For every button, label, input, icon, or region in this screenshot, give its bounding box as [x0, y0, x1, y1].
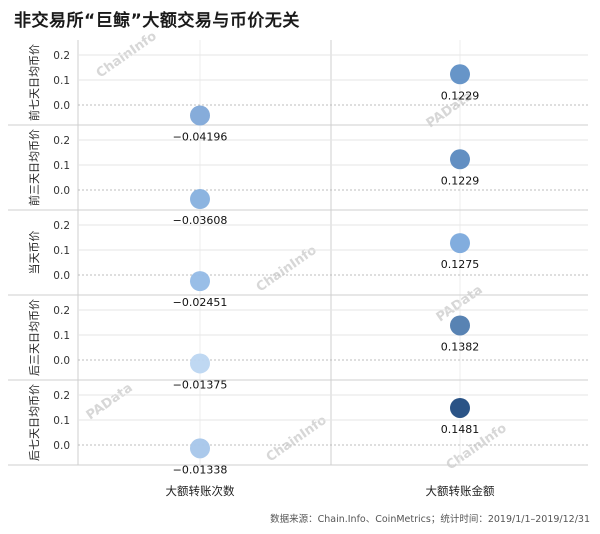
data-label: −0.03608 [173, 214, 228, 227]
data-point [190, 271, 210, 292]
data-point [450, 64, 470, 85]
data-label: −0.01338 [173, 463, 228, 476]
row-label: 前七天日均币价 [27, 44, 41, 121]
y-tick-label: 0.1 [53, 245, 70, 257]
grid-lines [8, 40, 588, 466]
data-points: −0.04196 0.1229 −0.03608 0.1229 −0.02451 0.12… [173, 64, 480, 476]
data-point [190, 189, 210, 210]
watermark-text: ChainInfo [264, 413, 330, 465]
y-tick-label: 0.1 [53, 415, 70, 427]
data-point [190, 438, 210, 459]
data-label: −0.04196 [173, 130, 228, 143]
data-label: 0.1229 [441, 89, 480, 102]
row-label: 当天币价 [27, 231, 41, 275]
y-tick-label: 0.2 [53, 135, 70, 147]
y-tick-label: 0.2 [53, 390, 70, 402]
y-ticks: 0.0 0.1 0.2 0.0 0.1 0.2 0.0 0.1 0.2 0.0 0.1 0.2 0.0 0… [53, 50, 70, 452]
data-source-footer: 数据来源：Chain.Info、CoinMetrics；统计时间：2019/1/… [270, 514, 590, 525]
data-label: −0.02451 [173, 296, 228, 309]
y-tick-label: 0.0 [53, 440, 70, 452]
data-point [190, 105, 210, 126]
y-tick-label: 0.0 [53, 270, 70, 282]
data-label: 0.1229 [441, 174, 480, 187]
data-point [450, 233, 470, 254]
column-labels: 大额转账次数 大额转账金额 [166, 484, 495, 498]
y-tick-label: 0.1 [53, 75, 70, 87]
row-label: 后七天日均币价 [28, 384, 41, 461]
y-tick-label: 0.2 [53, 220, 70, 232]
data-label: 0.1481 [441, 423, 480, 436]
data-label: −0.01375 [173, 378, 228, 391]
data-point [450, 315, 470, 336]
y-tick-label: 0.2 [53, 50, 70, 62]
y-tick-label: 0.1 [53, 160, 70, 172]
y-tick-label: 0.1 [53, 330, 70, 342]
row-label: 后三天日均币价 [28, 299, 41, 376]
watermark-text: PAData [84, 381, 136, 424]
data-point [450, 149, 470, 170]
y-tick-label: 0.0 [53, 355, 70, 367]
data-label: 0.1382 [441, 340, 480, 353]
data-point [450, 397, 470, 418]
y-tick-label: 0.0 [53, 100, 70, 112]
column-label: 大额转账金额 [426, 484, 495, 498]
column-label: 大额转账次数 [166, 484, 235, 498]
chart-title: 非交易所“巨鲸”大额交易与币价无关 [14, 11, 300, 31]
data-label: 0.1275 [441, 258, 480, 271]
y-tick-label: 0.2 [53, 305, 70, 317]
data-point [190, 353, 210, 374]
row-label: 前三天日均币价 [27, 129, 41, 206]
watermark-text: ChainInfo [254, 243, 320, 295]
y-tick-label: 0.0 [53, 185, 70, 197]
